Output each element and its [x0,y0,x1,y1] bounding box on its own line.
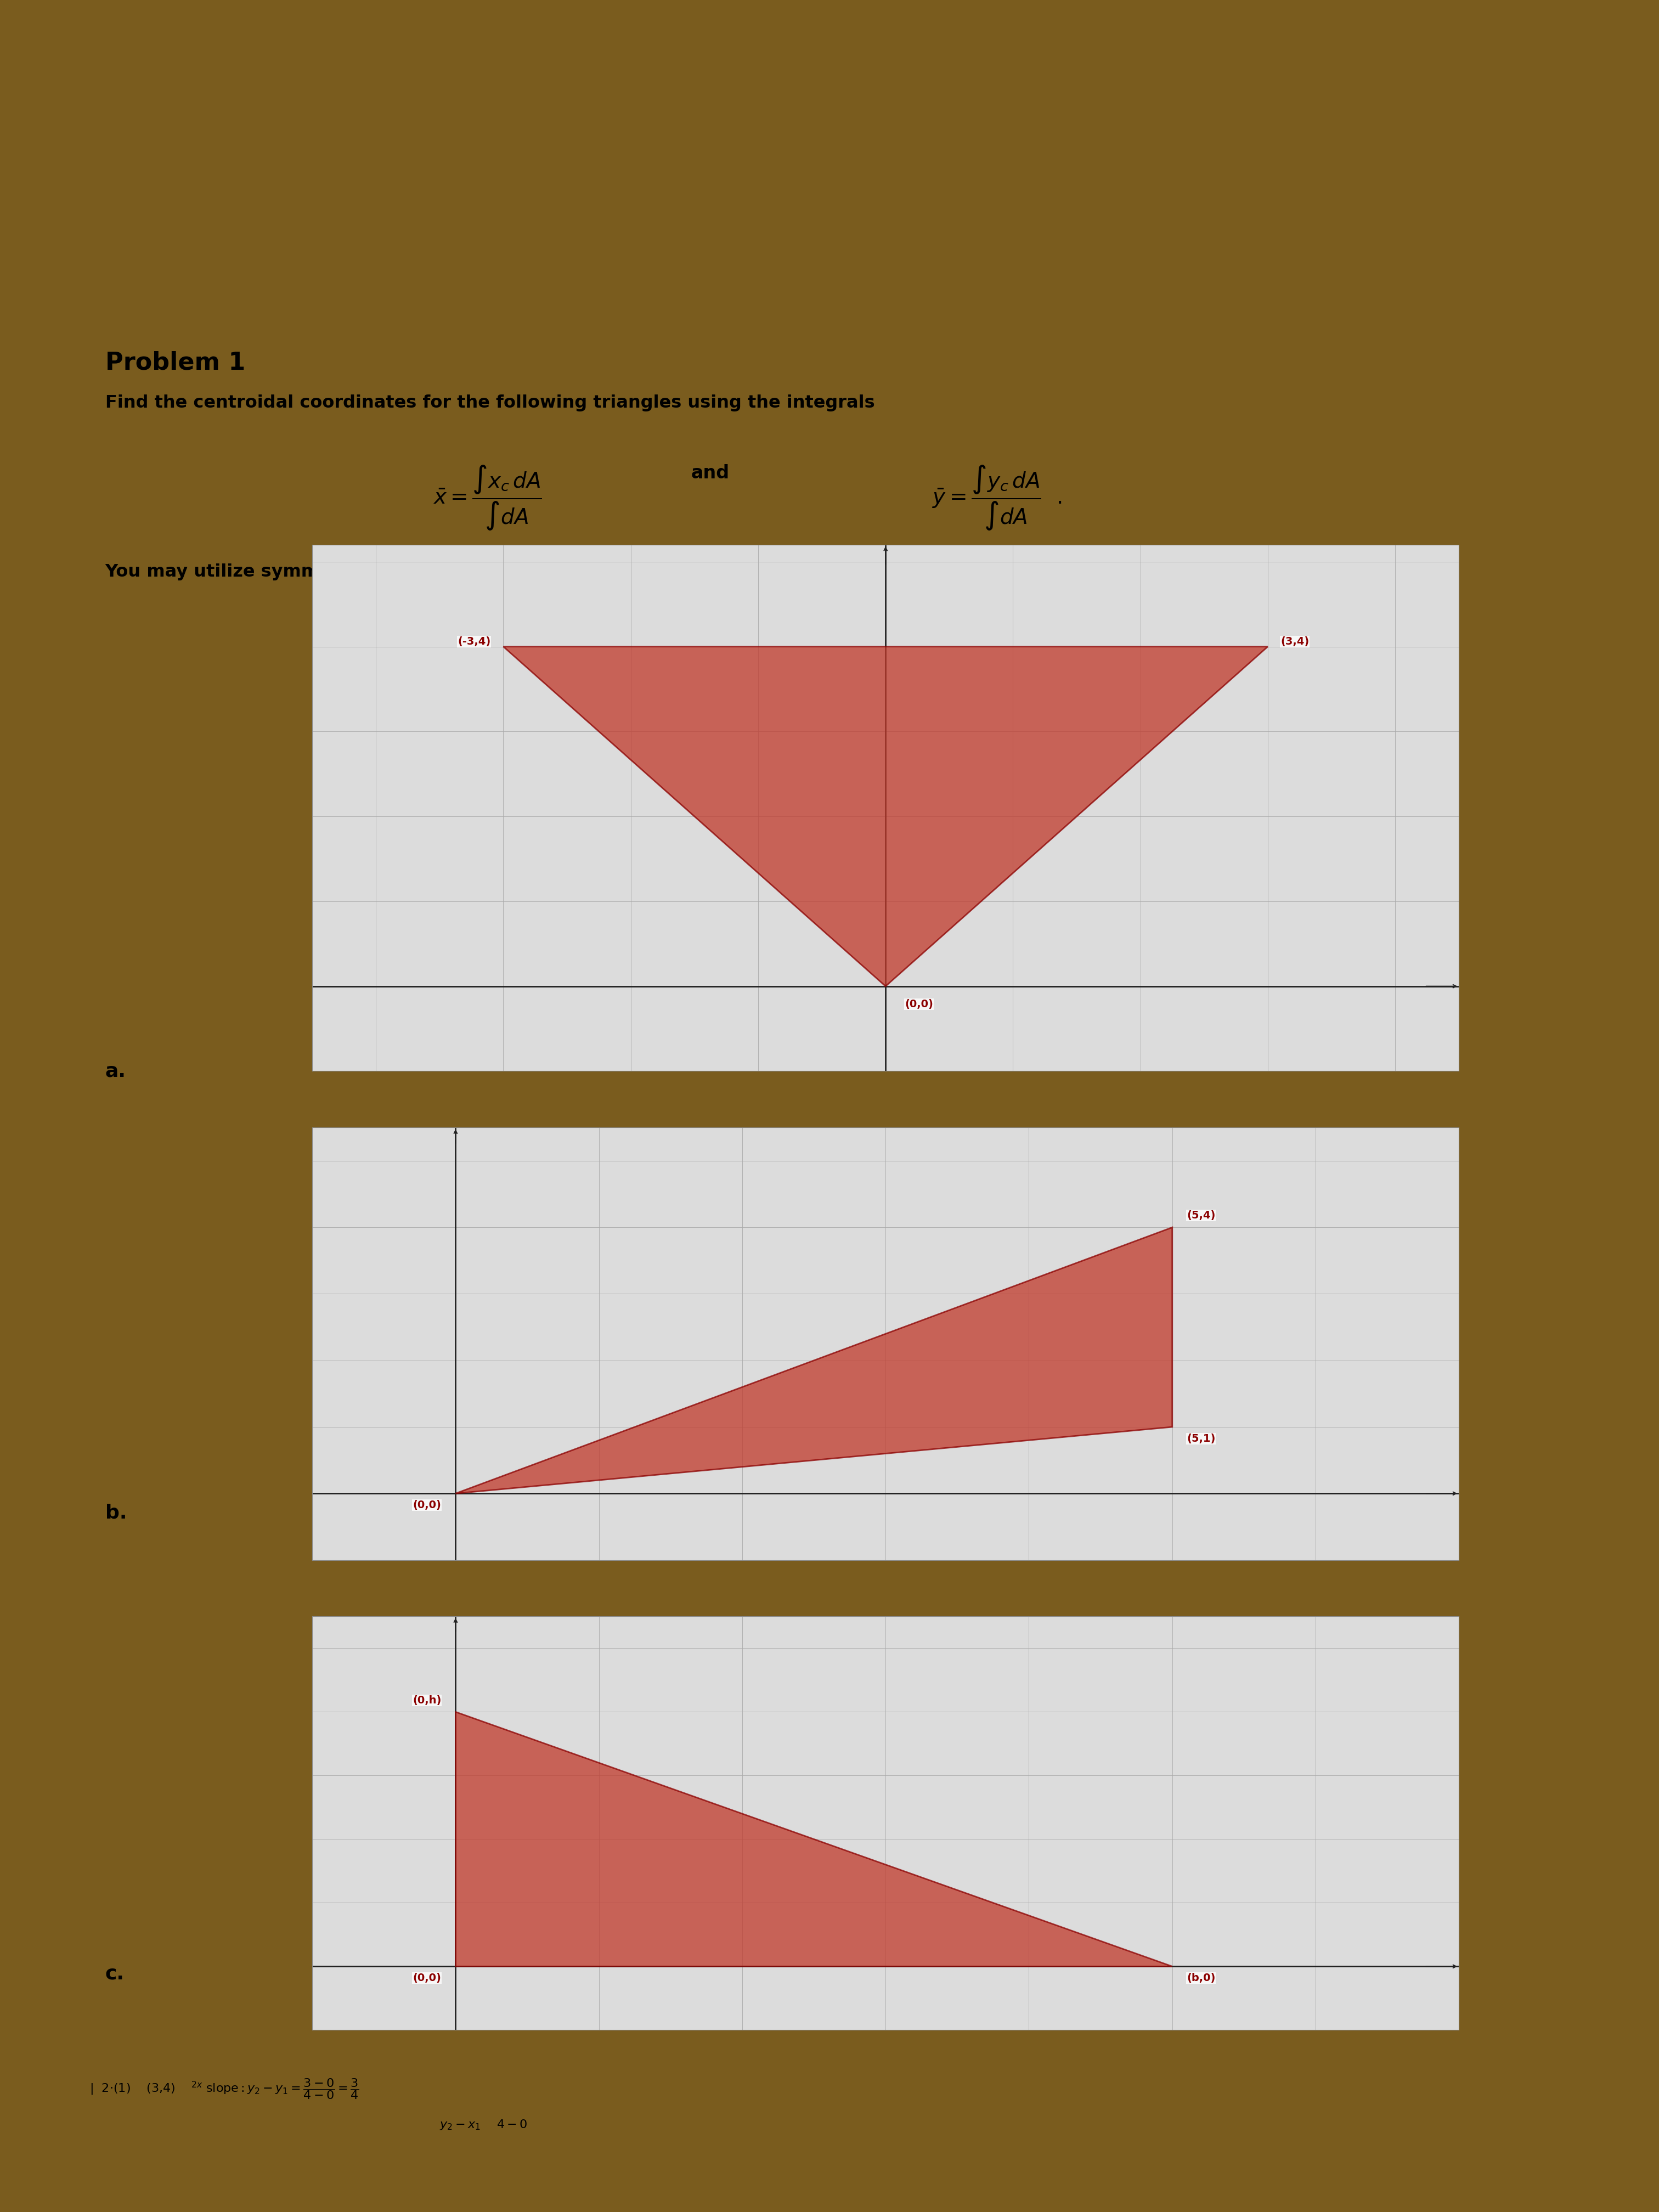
Text: (5,1): (5,1) [1186,1433,1216,1444]
Text: (0,h): (0,h) [413,1694,441,1705]
Text: and: and [692,465,730,482]
Polygon shape [456,1228,1173,1493]
Text: c.: c. [105,1964,124,1982]
Text: You may utilize symmetry when appropriate.: You may utilize symmetry when appropriat… [105,564,549,580]
Text: (3,4): (3,4) [1281,637,1309,646]
Polygon shape [456,1712,1173,1966]
Text: (-3,4): (-3,4) [458,637,491,646]
Text: b.: b. [105,1504,126,1522]
Text: Problem 1: Problem 1 [105,352,246,374]
Text: $|\ \ 2{\cdot}(1)\ \ \ \ (3{,}4)\ \ \ \ ^{2x}\ \mathrm{slope}: y_2 - y_1 = \dfra: $|\ \ 2{\cdot}(1)\ \ \ \ (3{,}4)\ \ \ \ … [90,2077,358,2101]
Text: $\bar{y} = \dfrac{\int y_c\,dA}{\int dA}$  .: $\bar{y} = \dfrac{\int y_c\,dA}{\int dA}… [932,465,1062,531]
Text: (b,0): (b,0) [1186,1973,1216,1984]
Text: (0,0): (0,0) [413,1973,441,1984]
Text: a.: a. [105,1062,126,1079]
Text: $y_2 - x_1\ \ \ \ 4-0$: $y_2 - x_1\ \ \ \ 4-0$ [440,2119,528,2132]
Polygon shape [503,646,1267,987]
Text: (0,0): (0,0) [904,1000,932,1009]
Text: $\bar{x} = \dfrac{\int x_c\,dA}{\int dA}$: $\bar{x} = \dfrac{\int x_c\,dA}{\int dA}… [433,465,542,531]
Text: (0,0): (0,0) [413,1500,441,1511]
Text: (5,4): (5,4) [1186,1210,1216,1221]
Text: Find the centroidal coordinates for the following triangles using the integrals: Find the centroidal coordinates for the … [105,394,874,411]
